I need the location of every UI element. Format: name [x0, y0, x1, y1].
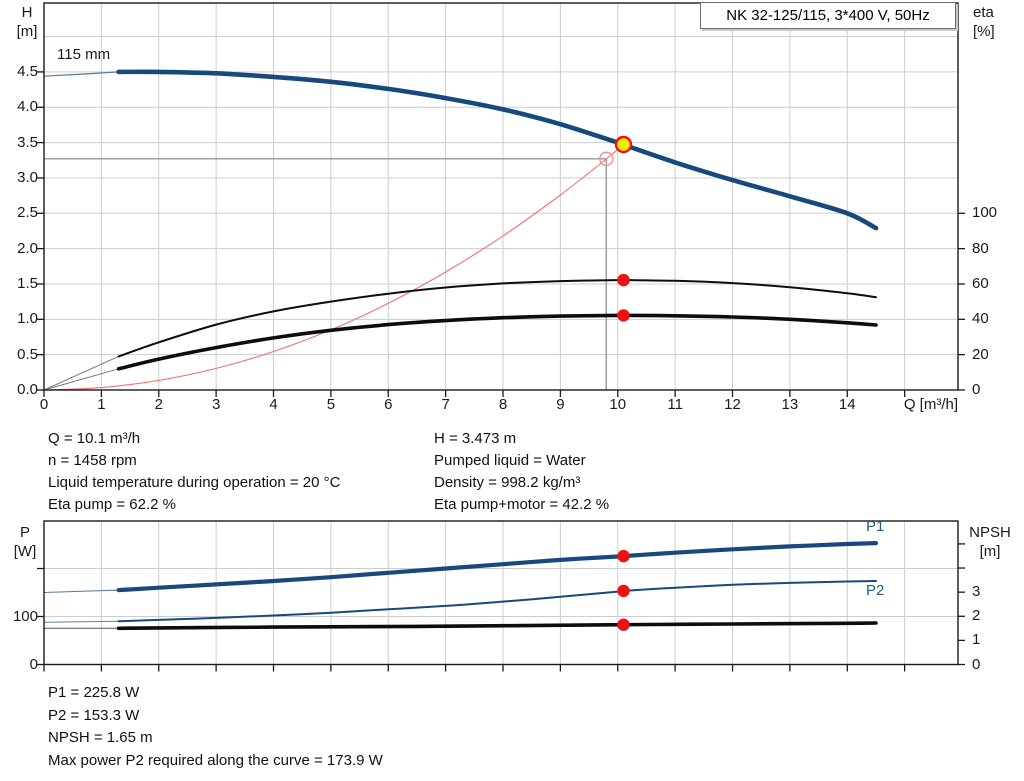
tick-label: 2.0: [17, 239, 38, 257]
tick-label: 0: [29, 655, 38, 673]
tick-label: 40: [972, 310, 989, 328]
p-axis-title: P [W]: [6, 523, 44, 561]
power-npsh-data-line: P2 = 153.3 W: [48, 706, 140, 724]
operating-data-line: Eta pump+motor = 42.2 %: [434, 496, 610, 513]
tick-label: 100: [972, 204, 998, 222]
tick-label: 1: [97, 396, 106, 413]
operating-data-line: Liquid temperature during operation = 20…: [48, 474, 341, 491]
tick-label: 4.0: [17, 98, 38, 116]
p2-curve-lead: [43, 620, 120, 623]
tick-label: 0: [972, 381, 981, 398]
npsh-axis-title: NPSH [m]: [962, 523, 1018, 561]
tick-label: 100: [12, 607, 38, 625]
tick-label: 60: [972, 274, 989, 292]
tick-label: 0.0: [17, 381, 38, 398]
tick-label: 2: [154, 396, 163, 413]
system-curve: [43, 143, 625, 391]
tick-label: 12: [724, 396, 741, 413]
head-curve-115mm-lead: [43, 71, 120, 77]
tick-label: 10: [609, 396, 627, 413]
p-axis-unit: [W]: [13, 543, 37, 560]
operating-data-left-column: Q = 10.1 m³/h n = 1458 rpm Liquid temperat…: [48, 428, 340, 516]
operating-data-line: Density = 998.2 kg/m³: [434, 474, 581, 491]
tick-label: 7: [441, 396, 450, 413]
eta-pump-point: [617, 273, 630, 287]
eta-pump-curve: [117, 278, 877, 358]
qh-chart-frame: [43, 2, 959, 391]
tick-label: 3.0: [17, 168, 38, 186]
operating-data-line: H = 3.473 m: [434, 430, 517, 447]
power-chart-frame: [43, 520, 959, 666]
pump-title-box: NK 32-125/115, 3*400 V, 50Hz: [700, 2, 956, 29]
requested-duty-point: [599, 151, 614, 167]
power-npsh-data-line: P1 = 225.8 W: [48, 684, 140, 701]
h-axis-unit: [m]: [16, 23, 38, 40]
npsh-axis-unit: [m]: [979, 543, 1001, 560]
tick-label: 4: [269, 396, 278, 413]
tick-label: 3: [211, 396, 221, 413]
h-axis-symbol: H: [21, 4, 33, 21]
tick-label: 8: [498, 396, 508, 413]
tick-label: 20: [972, 345, 989, 363]
eta-axis-title: eta [%]: [973, 3, 1017, 41]
tick-label: 1: [972, 631, 981, 649]
h-axis-title: H [m]: [8, 3, 46, 41]
operating-data-line: Q = 10.1 m³/h: [48, 430, 141, 447]
p1-curve-label: P1: [866, 518, 885, 535]
tick-label: 0: [972, 655, 981, 673]
tick-label: 0: [39, 396, 49, 413]
eta-pump-motor-curve: [116, 313, 878, 371]
tick-label: 14: [838, 396, 856, 413]
tick-label: 2.5: [17, 204, 38, 222]
tick-label: 5: [326, 396, 336, 413]
tick-label: 6: [384, 396, 393, 413]
p-axis-symbol: P: [19, 524, 30, 541]
power-npsh-data-line: NPSH = 1.65 m: [48, 729, 153, 746]
tick-label: 3: [972, 583, 981, 601]
npsh-axis-symbol: NPSH: [969, 524, 1011, 541]
power-npsh-data-block: P1 = 225.8 W P2 = 153.3 W NPSH = 1.65 m Max…: [48, 682, 383, 772]
eta-pump-motor-curve-lead: [43, 368, 120, 391]
tick-label: 9: [556, 396, 565, 413]
tick-label: 3.5: [17, 133, 38, 151]
eta-axis-unit: [%]: [973, 23, 995, 40]
tick-label: 80: [972, 239, 989, 257]
actual-duty-point: [614, 135, 633, 154]
tick-label: 4.5: [17, 62, 38, 80]
power-npsh-data-line: Max power P2 required along the curve = …: [48, 751, 383, 769]
p1-curve: [116, 541, 879, 593]
p2-curve-label: P2: [866, 582, 885, 599]
tick-label: 0.5: [17, 345, 38, 363]
operating-data-right-column: H = 3.473 m Pumped liquid = Water Density …: [434, 428, 609, 516]
eta-axis-symbol: eta: [973, 4, 994, 21]
tick-label: 11: [667, 396, 683, 413]
tick-label: 1.0: [17, 310, 38, 328]
head-curve-115mm: [116, 69, 879, 231]
tick-label: 2: [972, 607, 981, 625]
p2-point: [617, 584, 630, 598]
eta-pump-curve-lead: [43, 355, 120, 391]
q-axis-title: Q [m³/h]: [903, 396, 958, 413]
npsh-curve: [116, 621, 878, 631]
npsh-point: [617, 618, 630, 631]
operating-data-line: Eta pump = 62.2 %: [48, 496, 176, 513]
operating-data-line: Pumped liquid = Water: [434, 452, 586, 469]
operating-data-line: n = 1458 rpm: [48, 452, 137, 469]
p2-curve: [117, 580, 877, 623]
tick-label: 1.5: [17, 274, 38, 292]
eta-pump-motor-point: [617, 309, 630, 322]
impeller-diameter-label: 115 mm: [57, 46, 111, 63]
p1-point: [617, 549, 630, 563]
tick-label: 13: [781, 396, 799, 413]
p1-curve-lead: [43, 589, 120, 594]
